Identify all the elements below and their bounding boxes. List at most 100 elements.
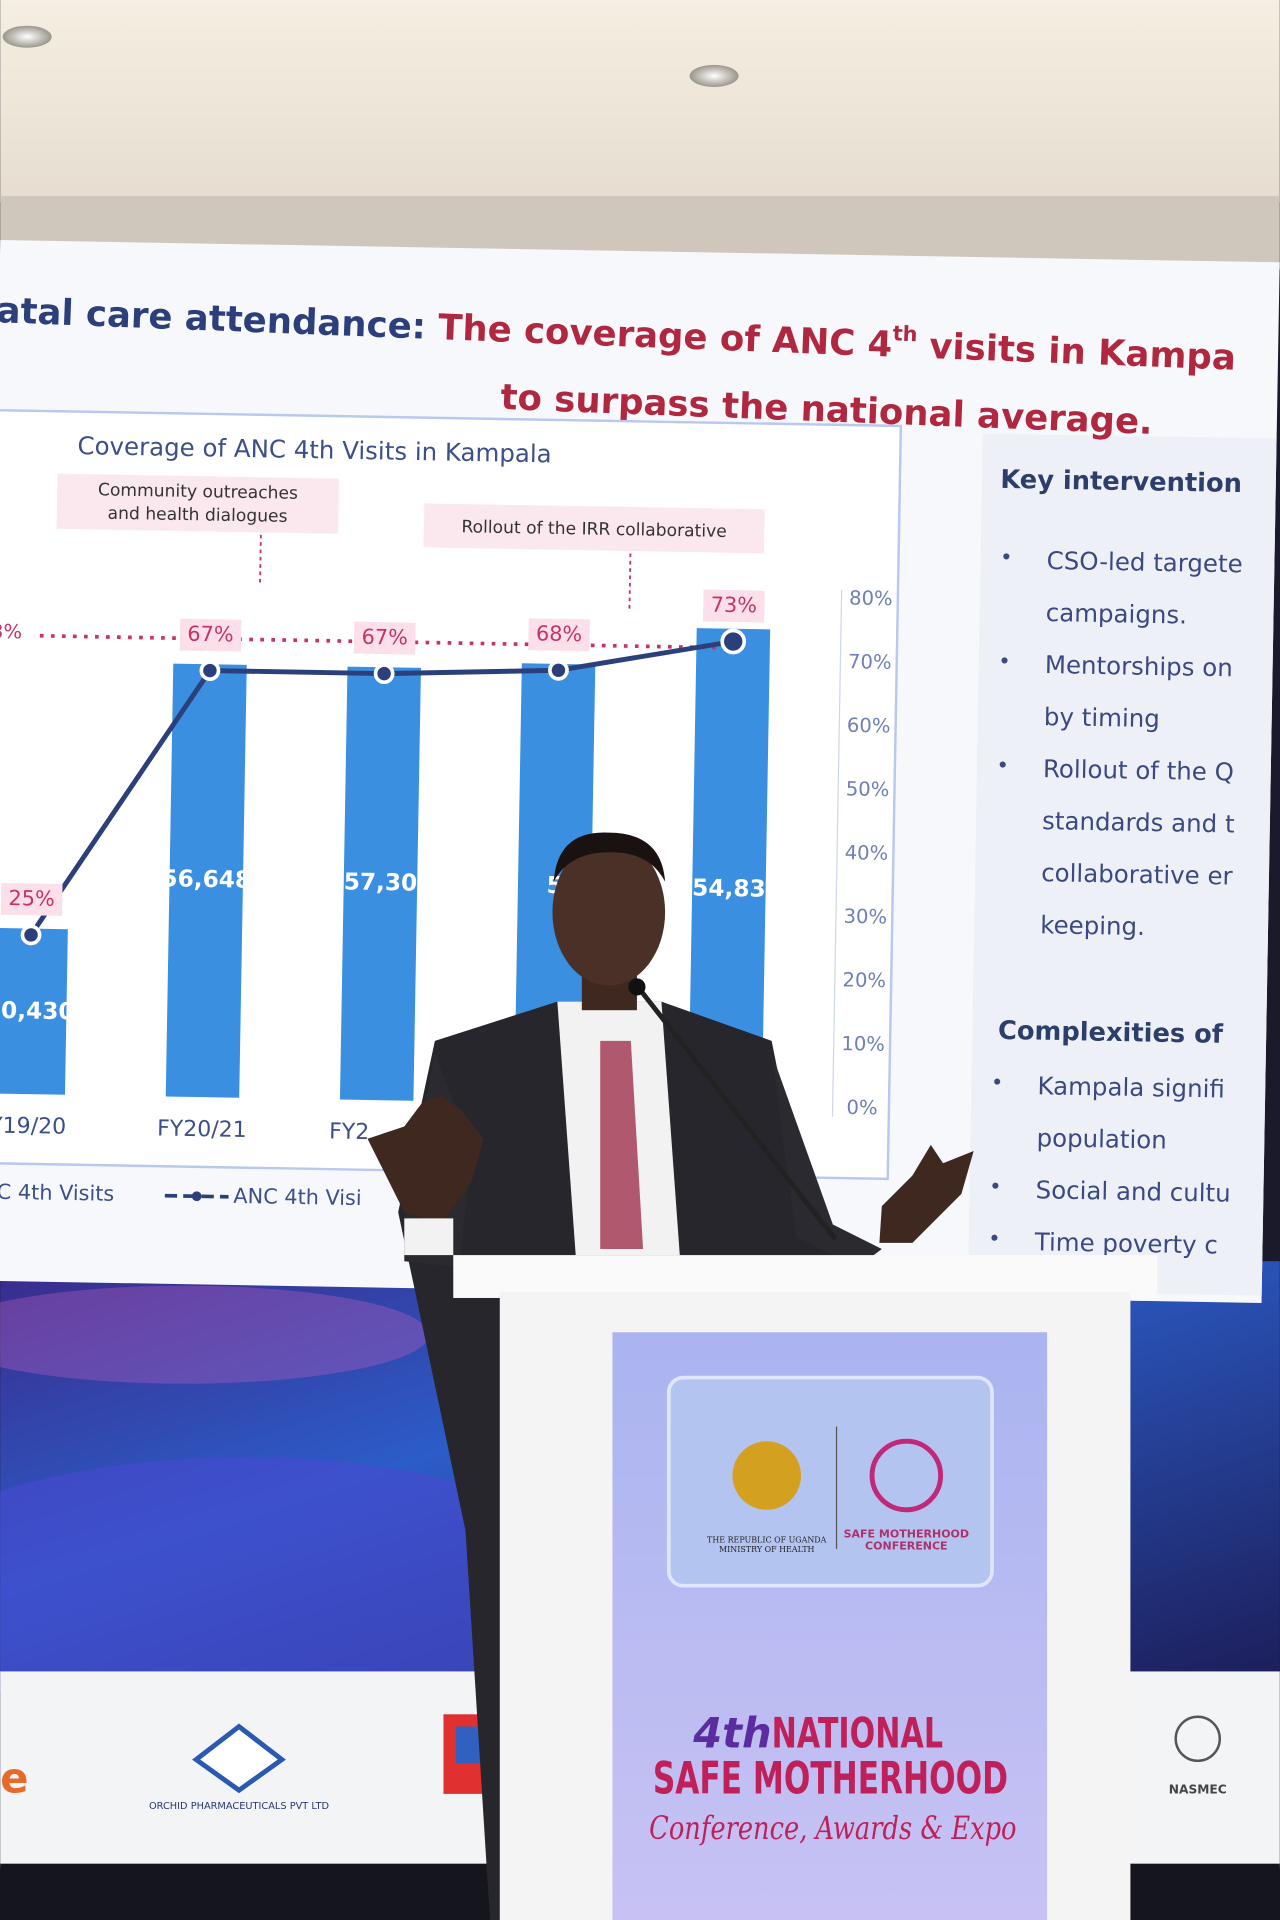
bar [514, 663, 596, 1104]
y-tick-label: 0% [846, 1096, 877, 1120]
point-label: 67% [361, 625, 408, 650]
right-arm [771, 1053, 882, 1268]
ceiling [0, 0, 1280, 203]
sponsor-logo [192, 1723, 286, 1794]
sponsor-name: NASMEC [1169, 1783, 1227, 1797]
panel-heading: Key intervention [1000, 465, 1242, 499]
ministry-text: THE REPUBLIC OF UGANDA [707, 1535, 827, 1544]
coat-of-arms [732, 1441, 802, 1510]
line-point [199, 660, 221, 681]
bar-label: 20,430 [0, 997, 75, 1026]
point-label: 67% [187, 622, 234, 647]
bullet [999, 761, 1006, 768]
y-tick-label: 80% [849, 586, 893, 610]
bar [688, 628, 771, 1107]
bullet-text: Kampala signifi [1037, 1071, 1225, 1103]
annotation-text: Community outreaches [98, 480, 298, 503]
point-label-box [353, 621, 416, 655]
y-tick-label: 10% [841, 1032, 885, 1056]
annotation-text: Rollout of the IRR collaborative [461, 517, 727, 542]
ceiling-light [2, 25, 52, 48]
y-tick-label: 50% [846, 777, 890, 801]
title-sup: th [892, 321, 918, 346]
point-label: 25% [8, 886, 55, 911]
bullet [991, 1234, 998, 1241]
bar-label: 54,83 [692, 874, 766, 902]
headline: SAFE MOTHERHOOD [653, 1754, 1008, 1805]
bar [339, 666, 421, 1101]
legend-line [164, 1193, 229, 1199]
bullet [1001, 657, 1008, 664]
bar [0, 927, 68, 1095]
line-point [373, 663, 395, 685]
y-tick-label: 20% [842, 968, 886, 992]
backdrop-glow [0, 1457, 613, 1727]
line-point [20, 924, 42, 946]
bullet-text: Mentorships on [1045, 650, 1233, 682]
sponsor-fragment: e [0, 1754, 28, 1803]
subline: Conference, Awards & Expo [649, 1809, 1016, 1847]
hair [553, 832, 666, 882]
podium-top [453, 1255, 1158, 1298]
y-tick-label: 70% [848, 650, 892, 674]
logo-box [666, 1375, 994, 1588]
bar [165, 663, 247, 1098]
tie [600, 1040, 644, 1249]
slide-title: atal care attendance: The coverage of AN… [0, 287, 1237, 379]
bullet-text: campaigns. [1046, 598, 1188, 629]
legend-dot [191, 1191, 202, 1202]
bullet-text: Rollout of the Q [1043, 754, 1234, 786]
point-label-box [702, 589, 765, 623]
y-tick-label: 60% [847, 714, 891, 738]
chart: Coverage of ANC 4th Visits in Kampala0%1… [0, 408, 903, 1228]
ceiling-light [689, 64, 739, 87]
point-label-box [0, 882, 63, 916]
y-tick-label: 30% [843, 905, 887, 929]
right-hand [879, 1144, 974, 1243]
backdrop-pink [0, 1285, 429, 1384]
bullet [992, 1182, 999, 1189]
point-label: 73% [711, 593, 758, 618]
average-label: 3% [0, 620, 22, 644]
bullet [994, 1078, 1001, 1085]
bullet-text: Time poverty c [1034, 1227, 1219, 1259]
bullet [1003, 553, 1010, 560]
bar-label: 57,30 [343, 868, 417, 896]
headline: NATIONAL [772, 1708, 943, 1757]
ordinal: 4th [692, 1708, 772, 1757]
axis-line [831, 590, 843, 1117]
legend-label: ANC 4th Visi [233, 1184, 362, 1210]
conference-logo-text: CONFERENCE [865, 1540, 948, 1553]
bullet-text: CSO-led targete [1046, 546, 1242, 578]
x-tick-label: FY2 [329, 1119, 370, 1145]
line-point [720, 628, 747, 655]
head [552, 838, 666, 986]
bullet-text: collaborative er [1041, 858, 1234, 890]
conference-logo-text: SAFE MOTHERHOOD [844, 1527, 970, 1540]
point-label-box [528, 618, 590, 652]
annotation-arrow [259, 534, 262, 583]
sponsor-name: ORCHID PHARMACEUTICALS PVT LTD [149, 1801, 329, 1812]
left-hand [367, 1095, 484, 1225]
bullet-text: population [1036, 1123, 1167, 1154]
bullet-text: standards and t [1042, 806, 1235, 838]
x-tick-label: FY20/21 [157, 1116, 247, 1143]
annotation-text: and health dialogues [107, 504, 287, 527]
point-label: 68% [536, 621, 583, 646]
panel-heading: Complexities of [998, 1016, 1224, 1050]
line-point [548, 659, 569, 681]
sponsor-logo [1174, 1715, 1222, 1763]
cuff [404, 1218, 454, 1256]
annotation-box [423, 503, 765, 554]
point-label-box [179, 618, 242, 652]
bullet-text: by timing [1044, 702, 1160, 733]
annotation-box [56, 473, 340, 534]
ministry-text: MINISTRY OF HEALTH [719, 1545, 814, 1554]
legend-label: NC 4th Visits [0, 1179, 114, 1205]
mic-head [628, 978, 646, 996]
conference-emblem [869, 1438, 944, 1513]
side-panel [967, 433, 1277, 1296]
y-tick-label: 40% [845, 841, 889, 865]
